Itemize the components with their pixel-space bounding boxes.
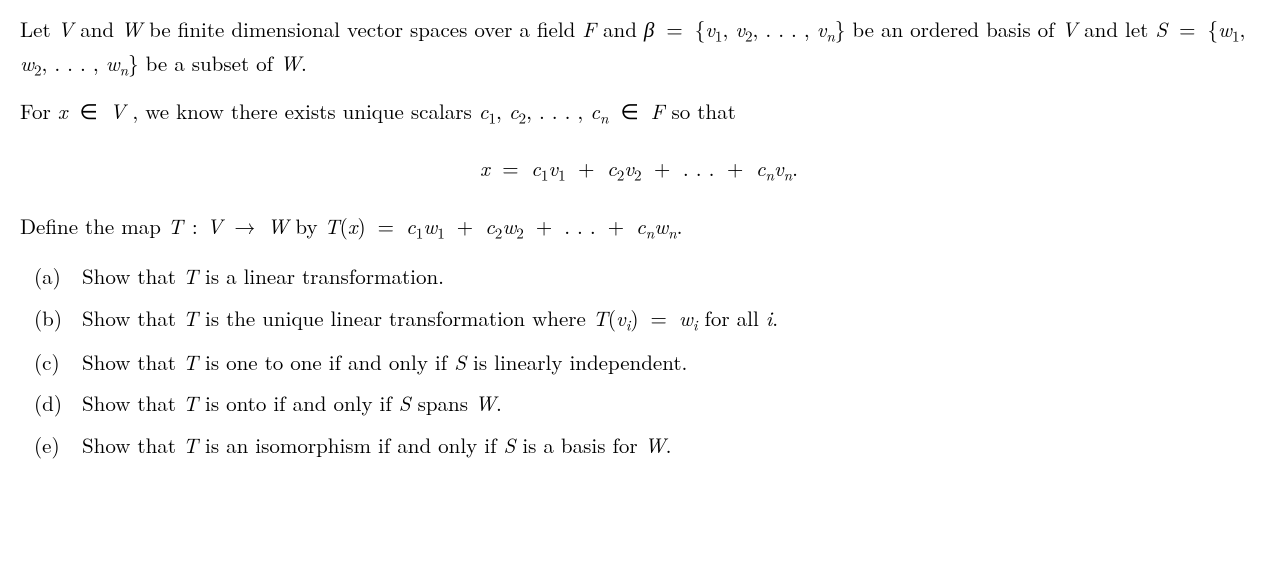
math-v: v	[735, 14, 745, 44]
part-label: (d)	[20, 388, 82, 420]
math-c: c	[590, 96, 600, 126]
part-a: (a) Show that T is a linear transformati…	[20, 261, 1258, 293]
math-w: w	[1218, 14, 1232, 44]
math-F: F	[651, 96, 665, 126]
math-V: V	[207, 211, 223, 241]
math-V: V	[58, 14, 74, 44]
part-e: (e) Show that T is an isomorphism if and…	[20, 430, 1258, 462]
part-c: (c) Show that T is one to one if and onl…	[20, 347, 1258, 379]
math-x: x	[58, 96, 68, 126]
text: For	[20, 96, 58, 126]
part-text: Show that T is onto if and only if S spa…	[82, 388, 1258, 420]
math-rbrace: }	[835, 14, 846, 44]
math-w: w	[106, 48, 120, 78]
sub-n: n	[120, 60, 129, 81]
problem-parts: (a) Show that T is a linear transformati…	[20, 261, 1258, 461]
part-b: (b) Show that T is the unique linear tra…	[20, 303, 1258, 337]
text: and	[80, 14, 121, 44]
intro-paragraph-3: Define the map T : V → W by T(x) = c1w1 …	[20, 211, 1258, 245]
math-W: W	[121, 14, 142, 44]
math-F: F	[582, 14, 596, 44]
sub-2: 2	[519, 108, 527, 129]
math-eq: =	[1174, 14, 1200, 44]
sub-2: 2	[34, 60, 42, 81]
comma: ,	[496, 96, 502, 126]
intro-paragraph-1: Let V and W be finite dimensional vector…	[20, 14, 1258, 82]
math-V: V	[1062, 14, 1078, 44]
text: be a subset of	[146, 48, 280, 78]
math-V: V	[110, 96, 126, 126]
math-eq: =	[661, 14, 687, 44]
text: Define the map	[20, 211, 168, 241]
math-lbrace: {	[695, 14, 706, 44]
text: by	[295, 211, 324, 241]
text: .	[677, 211, 683, 241]
math-T: T	[168, 211, 183, 241]
text: and let	[1084, 14, 1155, 44]
sub-1: 1	[1232, 26, 1240, 47]
sub-1: 1	[488, 108, 496, 129]
part-label: (a)	[20, 261, 82, 293]
dots: , . . . ,	[753, 14, 810, 44]
part-label: (e)	[20, 430, 82, 462]
math-v: v	[817, 14, 827, 44]
math-W: W	[267, 211, 288, 241]
math-v: v	[705, 14, 715, 44]
math-W: W	[280, 48, 301, 78]
part-d: (d) Show that T is onto if and only if S…	[20, 388, 1258, 420]
display-equation-x: x = c1v1 + c2v2 + . . . + cnvn.	[20, 153, 1258, 187]
dots: , . . . ,	[42, 48, 99, 78]
math-in: ∈	[615, 96, 643, 126]
math-in: ∈	[74, 96, 102, 126]
sub-n: n	[600, 108, 609, 129]
math-rbrace: }	[128, 48, 139, 78]
part-text: Show that T is one to one if and only if…	[82, 347, 1258, 379]
text: and	[603, 14, 644, 44]
math-colon: :	[190, 211, 200, 241]
part-label: (c)	[20, 347, 82, 379]
part-text: Show that T is the unique linear transfo…	[82, 303, 1258, 337]
dots: , . . . ,	[526, 96, 583, 126]
text: .	[301, 48, 307, 78]
part-label: (b)	[20, 303, 82, 337]
part-text: Show that T is a linear transformation.	[82, 261, 1258, 293]
math-arrow: →	[229, 211, 260, 241]
text: , we know there exists unique scalars	[132, 96, 478, 126]
text: be finite dimensional vector spaces over…	[149, 14, 582, 44]
math-c: c	[509, 96, 519, 126]
text: Let	[20, 14, 58, 44]
math-S: S	[1155, 14, 1167, 44]
sub-2: 2	[745, 26, 753, 47]
text: be an ordered basis of	[852, 14, 1061, 44]
text: so that	[671, 96, 735, 126]
comma: ,	[722, 14, 728, 44]
math-beta: β	[644, 14, 654, 44]
math-lbrace: {	[1208, 14, 1219, 44]
sub-n: n	[826, 26, 835, 47]
math-w: w	[20, 48, 34, 78]
comma: ,	[1240, 14, 1246, 44]
part-text: Show that T is an isomorphism if and onl…	[82, 430, 1258, 462]
intro-paragraph-2: For x ∈ V , we know there exists unique …	[20, 96, 1258, 130]
